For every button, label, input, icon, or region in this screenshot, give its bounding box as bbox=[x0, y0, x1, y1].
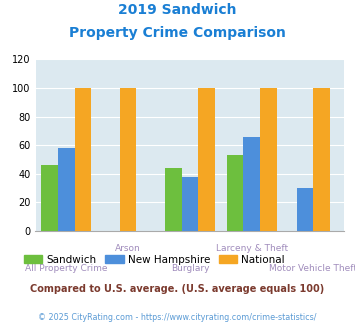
Text: Arson: Arson bbox=[115, 244, 141, 253]
Text: Larceny & Theft: Larceny & Theft bbox=[215, 244, 288, 253]
Bar bbox=[297, 188, 313, 231]
Bar bbox=[260, 88, 277, 231]
Bar bbox=[244, 137, 260, 231]
Text: Burglary: Burglary bbox=[171, 264, 209, 273]
Text: 2019 Sandwich: 2019 Sandwich bbox=[118, 3, 237, 17]
Legend: Sandwich, New Hampshire, National: Sandwich, New Hampshire, National bbox=[20, 250, 289, 269]
Text: Property Crime Comparison: Property Crime Comparison bbox=[69, 26, 286, 40]
Text: Motor Vehicle Theft: Motor Vehicle Theft bbox=[269, 264, 355, 273]
Bar bbox=[42, 165, 58, 231]
Bar bbox=[58, 148, 75, 231]
Bar bbox=[227, 155, 244, 231]
Bar bbox=[182, 177, 198, 231]
Text: All Property Crime: All Property Crime bbox=[25, 264, 108, 273]
Text: Compared to U.S. average. (U.S. average equals 100): Compared to U.S. average. (U.S. average … bbox=[31, 284, 324, 294]
Bar bbox=[313, 88, 330, 231]
Bar bbox=[120, 88, 136, 231]
Text: © 2025 CityRating.com - https://www.cityrating.com/crime-statistics/: © 2025 CityRating.com - https://www.city… bbox=[38, 314, 317, 322]
Bar bbox=[165, 168, 182, 231]
Bar bbox=[75, 88, 91, 231]
Bar bbox=[198, 88, 215, 231]
